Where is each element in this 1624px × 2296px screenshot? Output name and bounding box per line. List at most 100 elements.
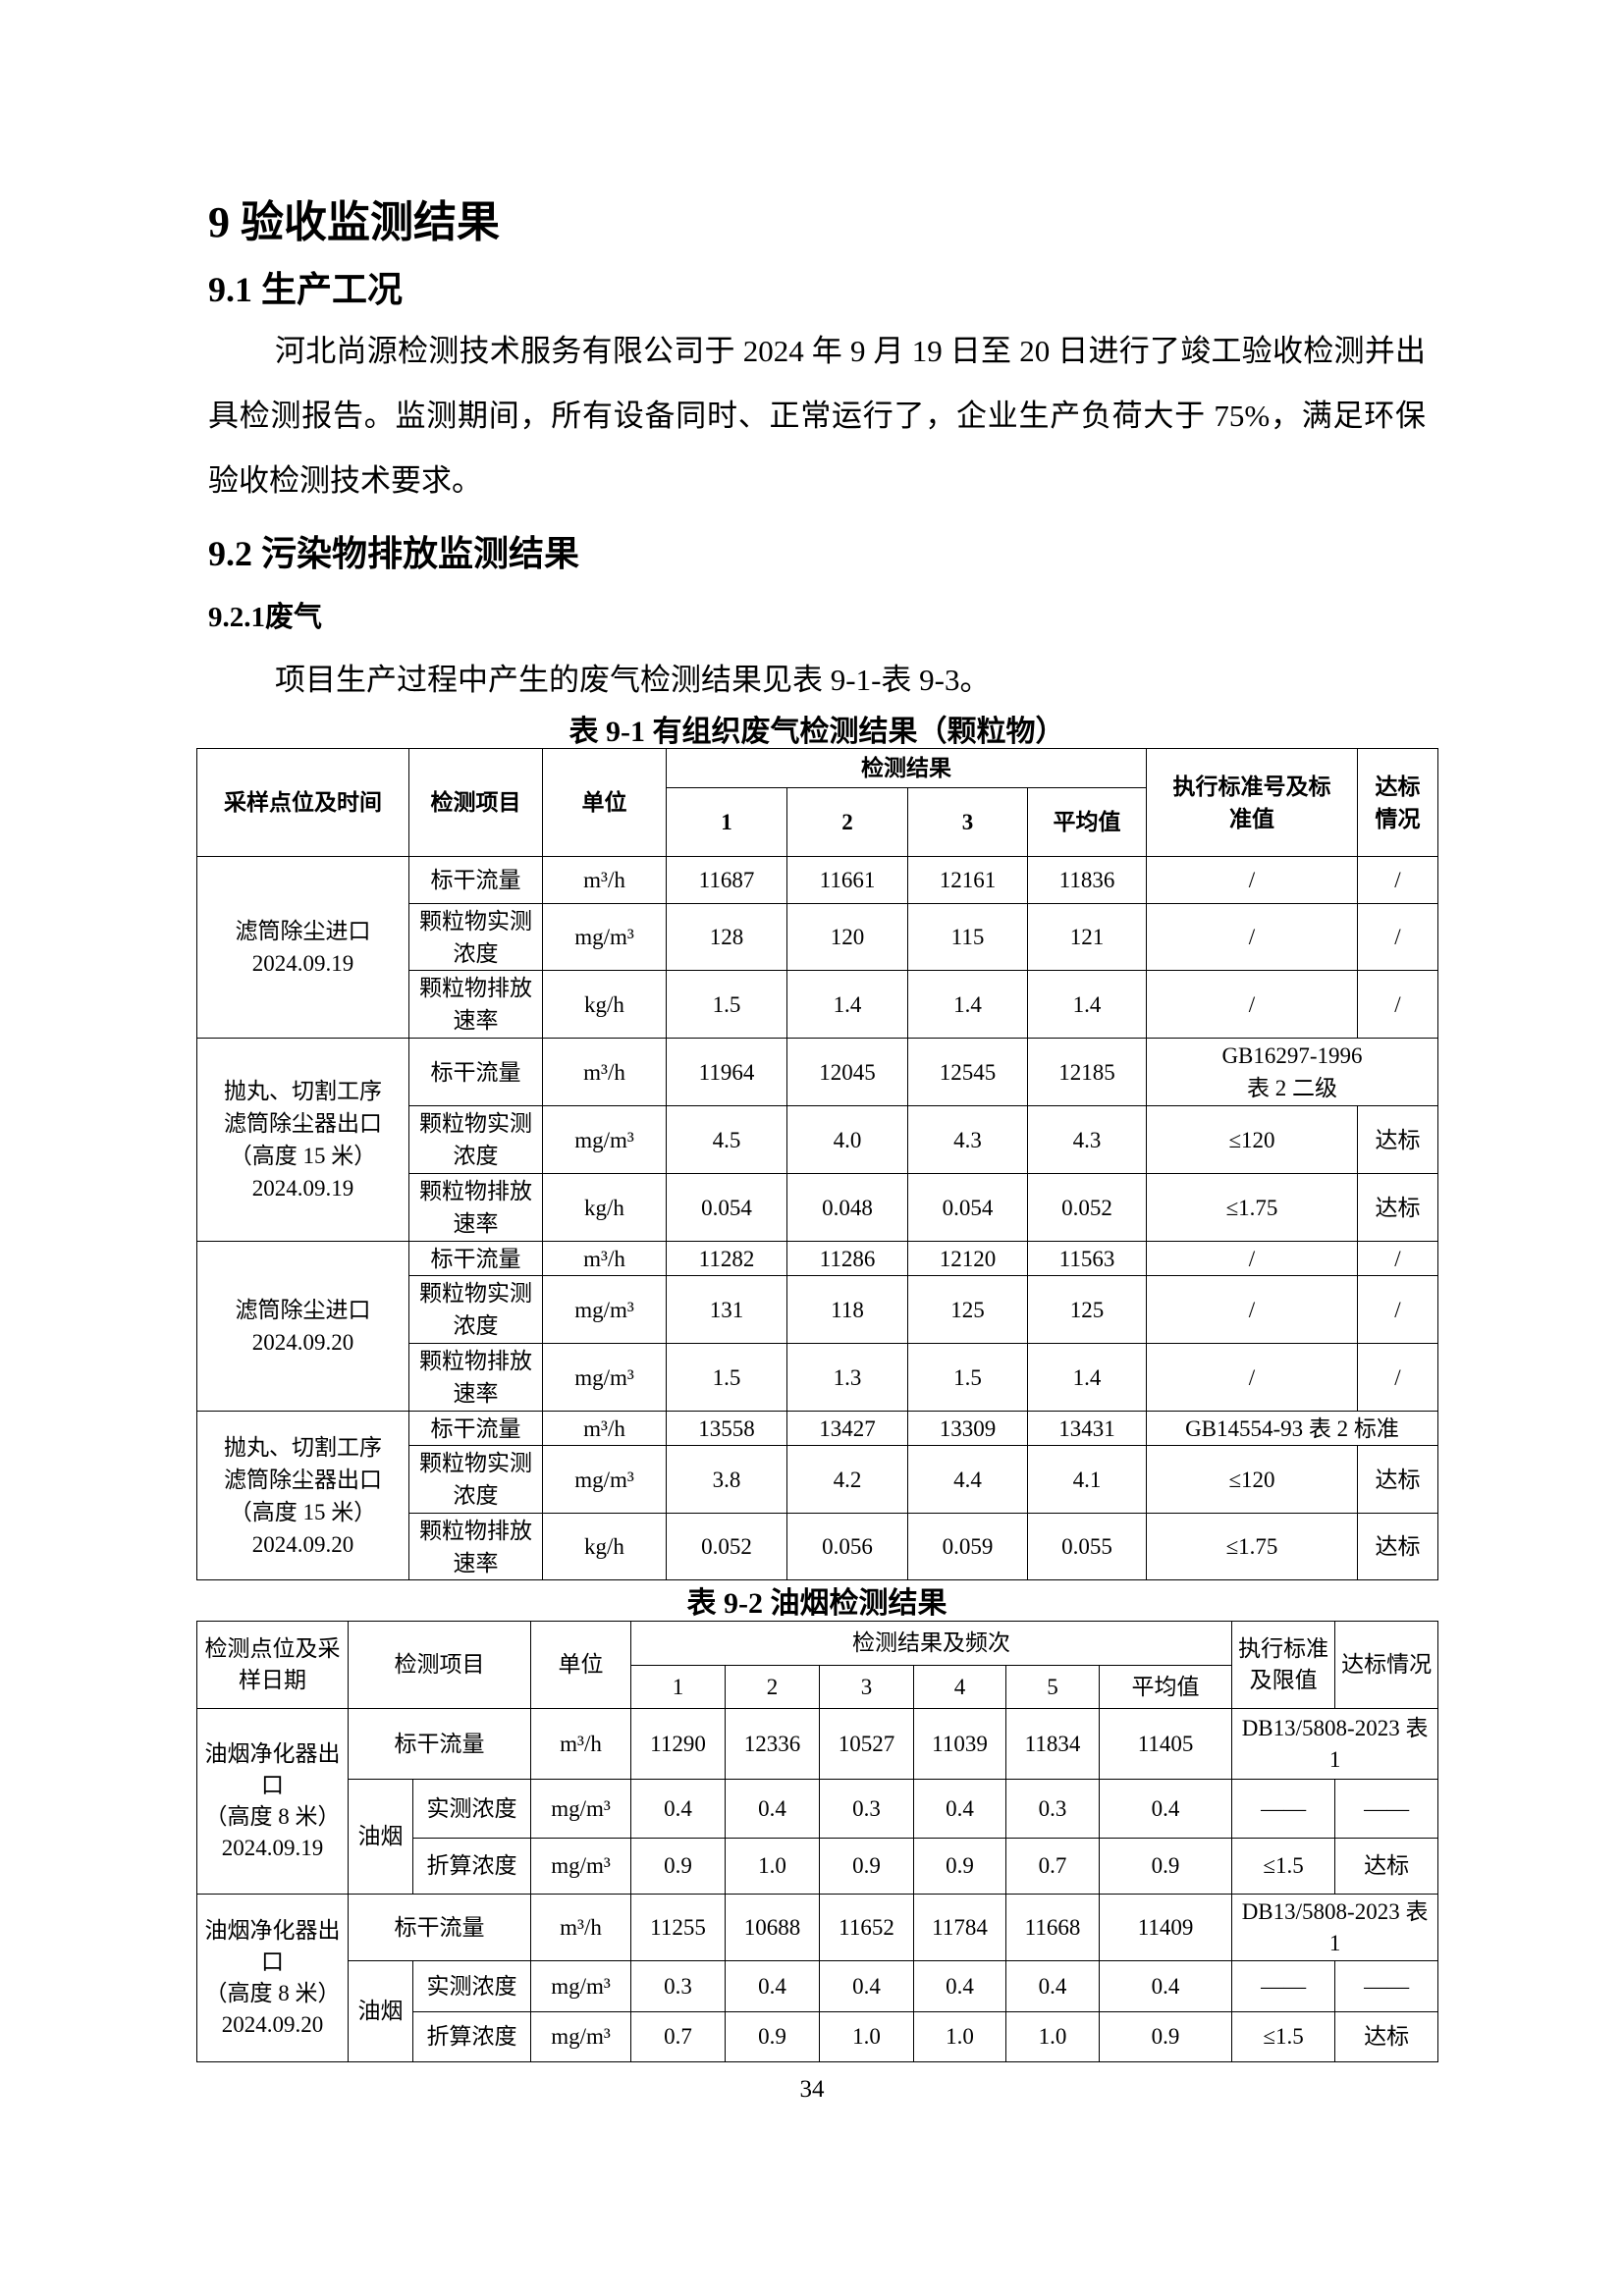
- value-cell: 12545: [907, 1038, 1028, 1106]
- item-cell: 实测浓度: [412, 1960, 531, 2012]
- standard-cell: ≤1.75: [1146, 1513, 1358, 1580]
- status-cell: /: [1357, 1275, 1438, 1344]
- value-cell: 10688: [725, 1894, 820, 1961]
- header-col: 2: [725, 1665, 820, 1709]
- item-cell: 颗粒物实测浓度: [408, 903, 543, 971]
- value-cell: 0.052: [1027, 1173, 1147, 1242]
- header-location: 采样点位及时间: [196, 748, 409, 857]
- standard-cell: GB16297-1996 表 2 二级: [1146, 1038, 1438, 1106]
- unit-cell: mg/m³: [542, 1445, 667, 1514]
- value-cell: 1.4: [786, 970, 908, 1039]
- table-row: 油烟 实测浓度 mg/m³ 0.4 0.4 0.3 0.4 0.3 0.4 —— ——: [197, 1779, 1439, 1895]
- standard-cell: /: [1146, 970, 1358, 1039]
- sub-label-cell: 油烟: [348, 1960, 413, 2062]
- table-row: 颗粒物排放速率 mg/m³ 1.5 1.3 1.5 1.4//: [197, 1343, 1438, 1412]
- value-cell: 120: [786, 903, 908, 971]
- value-cell: 0.059: [907, 1513, 1028, 1580]
- value-cell: 0.7: [1005, 1838, 1100, 1895]
- header-unit: 单位: [542, 748, 667, 857]
- table-row: 油烟 实测浓度 mg/m³ 0.3 0.4 0.4 0.4 0.4 0.4 —— ——: [197, 1960, 1439, 2062]
- value-cell: 0.055: [1027, 1513, 1147, 1580]
- table-row: 油烟净化器出 口 （高度 8 米） 2024.09.19 标干流量 m³/h 1129…: [196, 1708, 1439, 1895]
- sub-label-cell: 油烟: [348, 1779, 413, 1895]
- value-cell: 1.0: [1005, 2011, 1100, 2062]
- value-cell: 13431: [1027, 1411, 1147, 1446]
- header-item: 检测项目: [348, 1621, 531, 1709]
- value-cell: 11687: [666, 856, 787, 904]
- standard-cell: /: [1146, 1343, 1358, 1412]
- unit-cell: mg/m³: [542, 1343, 667, 1412]
- standard-cell: GB14554-93 表 2 标准: [1146, 1411, 1438, 1446]
- value-cell: 3.8: [666, 1445, 787, 1514]
- unit-cell: m³/h: [542, 1038, 667, 1106]
- standard-cell: DB13/5808-2023 表 1: [1231, 1708, 1439, 1780]
- item-cell: 折算浓度: [412, 2011, 531, 2062]
- status-cell: 达标: [1357, 1173, 1438, 1242]
- subsubsection-heading-exhaust: 9.2.1废气: [208, 602, 323, 633]
- location-cell: 油烟净化器出 口 （高度 8 米） 2024.09.19: [196, 1708, 349, 1895]
- value-cell: 115: [907, 903, 1028, 971]
- table-row: 滤筒除尘进口 2024.09.20 标干流量 m³/h 11282 11286 12120…: [196, 1241, 1438, 1412]
- value-cell: 1.5: [666, 970, 787, 1039]
- unit-cell: mg/m³: [530, 2011, 631, 2062]
- item-cell: 颗粒物排放速率: [408, 1173, 543, 1242]
- value-cell: 0.9: [630, 1838, 726, 1895]
- header-unit: 单位: [530, 1621, 631, 1709]
- header-col: 4: [913, 1665, 1006, 1709]
- value-cell: 11282: [666, 1241, 787, 1276]
- table-row: 颗粒物实测浓度 mg/m³ 131 118 125 125//: [197, 1275, 1438, 1344]
- standard-cell: ——: [1231, 1960, 1336, 2012]
- unit-cell: m³/h: [542, 1241, 667, 1276]
- unit-cell: kg/h: [542, 970, 667, 1039]
- standard-cell: ≤1.5: [1231, 1838, 1336, 1895]
- value-cell: 0.054: [666, 1173, 787, 1242]
- value-cell: 0.7: [630, 2011, 726, 2062]
- table-row: 颗粒物实测浓度 mg/m³ 128 120 115 121//: [197, 903, 1438, 971]
- header-col: 1: [630, 1665, 726, 1709]
- unit-cell: m³/h: [542, 1411, 667, 1446]
- value-cell: 1.5: [666, 1343, 787, 1412]
- value-cell: 1.4: [907, 970, 1028, 1039]
- value-cell: 11652: [819, 1894, 914, 1961]
- value-cell: 11668: [1005, 1894, 1100, 1961]
- value-cell: 11405: [1098, 1708, 1233, 1780]
- location-cell: 油烟净化器出 口 （高度 8 米） 2024.09.20: [196, 1894, 349, 2062]
- value-cell: 11964: [666, 1038, 787, 1106]
- item-cell: 标干流量: [408, 856, 543, 904]
- header-results: 检测结果及频次: [629, 1621, 1233, 1666]
- value-cell: 11255: [630, 1894, 726, 1961]
- header-location: 检测点位及采 样日期: [196, 1621, 349, 1709]
- value-cell: 118: [786, 1275, 908, 1344]
- value-cell: 1.0: [725, 1838, 820, 1895]
- location-cell: 滤筒除尘进口 2024.09.19: [196, 856, 409, 1039]
- value-cell: 1.3: [786, 1343, 908, 1412]
- value-cell: 0.4: [913, 1960, 1006, 2012]
- value-cell: 4.4: [907, 1445, 1028, 1514]
- value-cell: 0.4: [913, 1779, 1006, 1839]
- value-cell: 4.2: [786, 1445, 908, 1514]
- table-row: 折算浓度 mg/m³ 0.7 0.9 1.0 1.0 1.0 0.9 ≤1.5 达标: [197, 2011, 1439, 2062]
- table-row: 1 2 3 平均值: [197, 787, 1438, 857]
- table1-caption: 表 9-1 有组织废气检测结果（颗粒物）: [568, 716, 1065, 748]
- location-cell: 滤筒除尘进口 2024.09.20: [196, 1241, 409, 1412]
- table-row: 颗粒物实测浓度 mg/m³ 3.8 4.2 4.4 4.1 ≤120 达标: [197, 1445, 1438, 1514]
- status-cell: ——: [1334, 1779, 1439, 1839]
- subsection-heading-production: 9.1 生产工况: [208, 270, 404, 309]
- value-cell: 4.3: [1027, 1105, 1147, 1174]
- value-cell: 0.9: [819, 1838, 914, 1895]
- value-cell: 0.4: [725, 1779, 820, 1839]
- value-cell: 4.5: [666, 1105, 787, 1174]
- status-cell: /: [1357, 1241, 1438, 1276]
- table-row: 抛丸、切割工序 滤筒除尘器出口 （高度 15 米） 2024.09.19 标干流量…: [196, 1038, 1438, 1242]
- value-cell: 125: [907, 1275, 1028, 1344]
- item-cell: 实测浓度: [412, 1779, 531, 1839]
- value-cell: 4.1: [1027, 1445, 1147, 1514]
- value-cell: 4.3: [907, 1105, 1028, 1174]
- section-heading: 9 验收监测结果: [208, 198, 500, 246]
- table-row: 折算浓度 mg/m³ 0.9 1.0 0.9 0.9 0.7 0.9 ≤1.5 达标: [197, 1838, 1439, 1895]
- value-cell: 128: [666, 903, 787, 971]
- value-cell: 0.9: [1098, 2011, 1233, 2062]
- value-cell: 0.9: [1098, 1838, 1233, 1895]
- value-cell: 125: [1027, 1275, 1147, 1344]
- value-cell: 0.054: [907, 1173, 1028, 1242]
